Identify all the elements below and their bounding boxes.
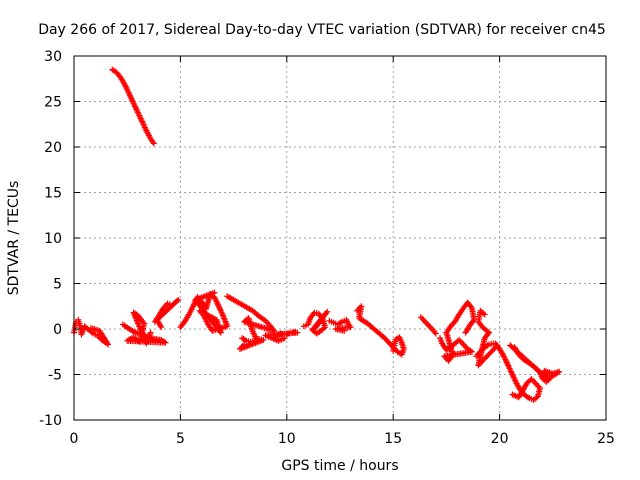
x-tick-label: 5 — [176, 431, 185, 447]
chart-title: Day 266 of 2017, Sidereal Day-to-day VTE… — [38, 22, 606, 38]
data-point-cluster — [236, 335, 267, 353]
data-point-cluster — [492, 340, 544, 403]
y-tick-label: 10 — [44, 231, 62, 247]
y-tick-label: 0 — [53, 322, 62, 338]
y-tick-label: 30 — [44, 49, 62, 65]
tick-labels: 0 5 10 15 20 25 -10 -5 0 5 10 15 20 25 30 — [39, 49, 615, 447]
data-point-cluster — [224, 293, 278, 343]
data-point-cluster — [507, 342, 563, 385]
data-point-cluster — [262, 328, 301, 344]
grid — [74, 56, 606, 420]
axis-ticks — [73, 55, 607, 421]
x-tick-label: 20 — [491, 431, 509, 447]
data-point-cluster — [151, 296, 182, 331]
data-point-cluster — [300, 308, 331, 337]
y-tick-label: 20 — [44, 140, 62, 156]
data-point-cluster — [71, 316, 112, 348]
data-point-cluster — [109, 66, 157, 147]
y-tick-label: -5 — [48, 368, 62, 384]
x-tick-label: 25 — [597, 431, 615, 447]
data-point-cluster — [437, 299, 478, 364]
x-axis-label: GPS time / hours — [281, 458, 398, 474]
data-point-cluster — [354, 303, 407, 358]
x-tick-label: 15 — [384, 431, 402, 447]
data-point-cluster — [326, 316, 354, 334]
data-point-cluster — [417, 314, 439, 337]
y-tick-label: 5 — [53, 277, 62, 293]
y-tick-label: 15 — [44, 186, 62, 202]
x-tick-label: 10 — [278, 431, 296, 447]
data-point-cluster — [119, 309, 169, 347]
y-axis-label: SDTVAR / TECUs — [6, 181, 22, 296]
x-tick-label: 0 — [70, 431, 79, 447]
data-marks — [71, 66, 563, 403]
y-tick-label: 25 — [44, 95, 62, 111]
data-point-cluster — [177, 289, 231, 336]
data-point-cluster — [473, 307, 501, 369]
y-tick-label: -10 — [39, 413, 62, 429]
